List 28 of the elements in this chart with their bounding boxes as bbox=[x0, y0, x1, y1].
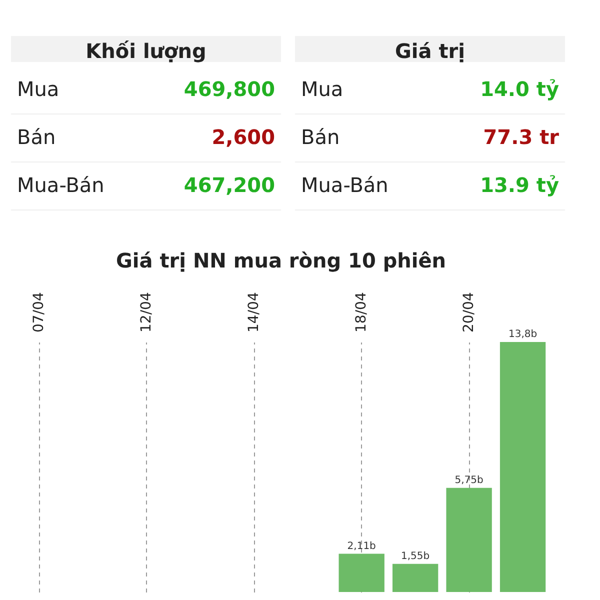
chart-title: Giá trị NN mua ròng 10 phiên bbox=[116, 248, 446, 273]
text: Khối lượng bbox=[86, 39, 206, 63]
data-label: 2,11b bbox=[347, 540, 376, 552]
x-tick-label: 12/04 bbox=[138, 292, 155, 332]
category-label: Bán bbox=[17, 125, 56, 149]
text: Giá trị bbox=[394, 39, 466, 63]
category-label: Mua-Bán bbox=[301, 173, 388, 197]
x-tick-label: 18/04 bbox=[354, 292, 370, 332]
bar bbox=[446, 488, 492, 592]
x-tick-label: 20/04 bbox=[461, 292, 478, 332]
bar bbox=[338, 554, 384, 592]
category-label: Bán bbox=[301, 125, 340, 149]
data-label: 13,8b bbox=[508, 329, 538, 340]
text: 2,600 bbox=[212, 125, 275, 149]
category-label: Mua-Bán bbox=[17, 173, 104, 197]
x-tick-label: 14/04 bbox=[246, 292, 262, 332]
text: 469,800 bbox=[184, 77, 275, 101]
text: 14.0 tỷ bbox=[480, 77, 559, 101]
x-tick-label: 07/04 bbox=[31, 292, 48, 332]
bar bbox=[392, 564, 438, 592]
data-label: 5,75b bbox=[454, 474, 484, 486]
text: 13.9 tỷ bbox=[480, 173, 559, 197]
category-label: Mua bbox=[17, 77, 60, 101]
bar bbox=[500, 342, 546, 592]
data-label: 1,55b bbox=[401, 550, 430, 562]
text: 467,200 bbox=[184, 173, 275, 197]
category-label: Mua bbox=[301, 77, 344, 101]
text: 77.3 tr bbox=[483, 125, 559, 149]
